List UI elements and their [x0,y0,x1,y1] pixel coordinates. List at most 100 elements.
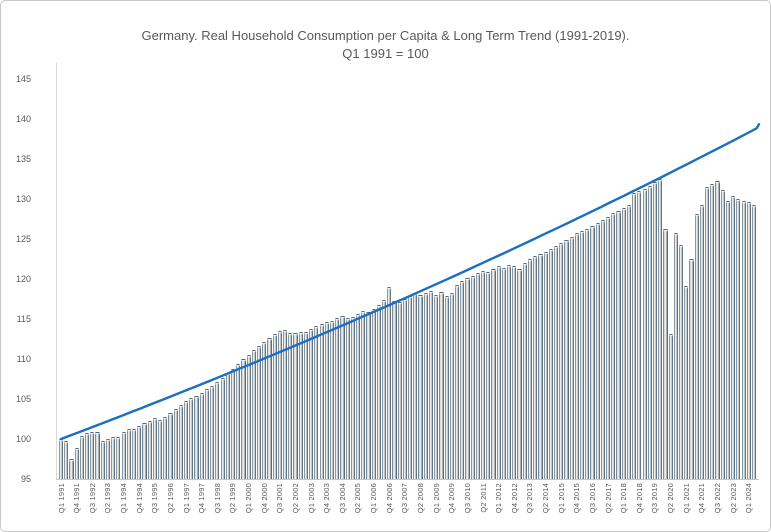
bar [241,359,246,479]
bar [454,285,460,479]
x-tick-label: Q1 2012 [494,483,504,514]
bar [600,219,606,479]
bar [121,431,126,479]
y-tick-label: 140 [15,114,31,124]
bar [486,271,491,479]
bar [465,278,470,479]
bar [522,263,527,479]
bar [95,431,100,479]
plot-area [56,63,761,480]
bar [251,350,256,479]
bar [256,346,262,479]
x-tick-label: Q3 2007 [400,483,410,514]
bar [277,331,282,479]
bar [303,331,309,479]
x-tick-label: Q2 2023 [728,483,738,514]
bar [85,433,90,479]
y-tick-label: 115 [16,314,31,324]
bar [746,202,751,479]
bar [626,205,632,479]
bar [533,255,538,479]
x-tick-label: Q3 2013 [525,483,535,514]
x-tick-label: Q1 2006 [369,483,379,514]
x-tick-label: Q1 2015 [556,483,566,514]
bar [460,281,465,479]
x-tick-label: Q1 2003 [306,483,316,514]
bar [751,204,757,479]
x-tick-label: Q4 1994 [134,483,144,514]
y-tick-label: 105 [15,394,31,404]
bar [538,254,543,479]
x-tick-label: Q2 1996 [165,483,175,514]
bar [215,382,220,479]
bar [444,295,449,479]
bar [658,179,663,479]
x-tick-label: Q2 2002 [290,483,300,514]
bar [637,191,642,479]
bar [366,311,371,479]
x-tick-label: Q4 2009 [447,483,457,514]
bar [283,330,288,479]
chart-title: Germany. Real Household Consumption per … [141,28,630,43]
bar [663,228,668,479]
x-tick-label: Q4 1997 [197,483,207,514]
bar [90,431,95,479]
bar [168,412,173,479]
bar [548,248,553,479]
bar [397,302,402,479]
bar [376,304,381,479]
x-tick-label: Q3 2010 [462,483,472,514]
x-tick-label: Q1 1997 [181,483,191,514]
x-tick-label: Q3 1998 [212,483,222,514]
bar [678,245,684,479]
x-tick-label: Q4 2018 [634,483,644,514]
bar [496,266,501,479]
bar [387,287,392,479]
bar [595,223,600,479]
bar [184,401,189,479]
chart-subtitle: Q1 1991 = 100 [342,46,429,61]
bar [210,386,215,479]
bar [720,190,725,479]
bar [355,314,361,479]
bar [74,447,79,479]
bar [507,264,512,479]
bar [527,259,533,479]
y-tick-label: 135 [15,154,31,164]
x-tick-label: Q2 2014 [541,483,551,514]
bar [319,323,324,479]
bar [684,286,689,479]
bar [741,201,746,479]
x-tick-label: Q4 1991 [72,483,82,514]
x-tick-label: Q1 2018 [619,483,629,514]
bar [402,299,408,479]
bar [715,180,720,479]
bar [272,334,277,479]
x-tick-label: Q4 2000 [259,483,269,514]
bar [69,459,74,479]
bar [418,295,423,479]
bar [189,398,194,479]
x-tick-label: Q1 2021 [681,483,691,514]
bar [434,295,439,479]
bar [606,216,611,479]
bar [314,326,319,479]
x-tick-label: Q3 2004 [337,483,347,514]
bar [705,187,710,479]
bar [647,186,652,479]
x-tick-label: Q2 1999 [228,483,238,514]
bar [361,311,366,479]
bar [105,439,111,479]
x-tick-label: Q4 2021 [697,483,707,514]
bar [553,246,559,479]
bar [298,331,303,479]
bar [111,436,116,479]
x-tick-label: Q4 2015 [572,483,582,514]
bar [423,292,428,479]
bar [137,426,142,479]
bar [642,189,647,479]
bar [611,213,616,479]
bar [204,389,210,479]
bar [731,195,736,479]
